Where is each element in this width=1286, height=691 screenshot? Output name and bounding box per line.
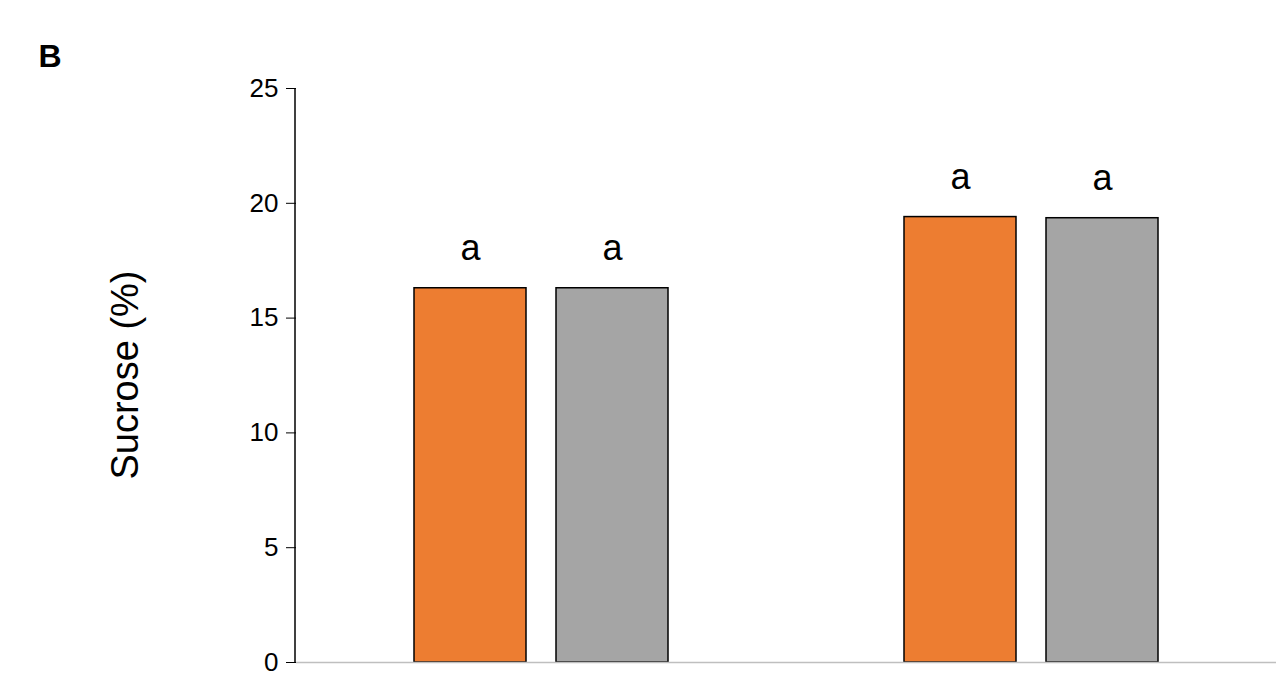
- svg-text:a: a: [1092, 157, 1113, 198]
- svg-text:Sucrose (%): Sucrose (%): [104, 270, 146, 479]
- svg-text:a: a: [950, 156, 971, 197]
- svg-text:a: a: [460, 227, 481, 268]
- svg-text:20: 20: [250, 188, 279, 218]
- svg-text:25: 25: [250, 73, 279, 103]
- svg-text:0: 0: [264, 647, 278, 677]
- svg-text:a: a: [602, 227, 623, 268]
- svg-text:10: 10: [250, 417, 279, 447]
- svg-text:15: 15: [250, 302, 279, 332]
- svg-text:B: B: [38, 38, 61, 74]
- svg-text:5: 5: [264, 532, 278, 562]
